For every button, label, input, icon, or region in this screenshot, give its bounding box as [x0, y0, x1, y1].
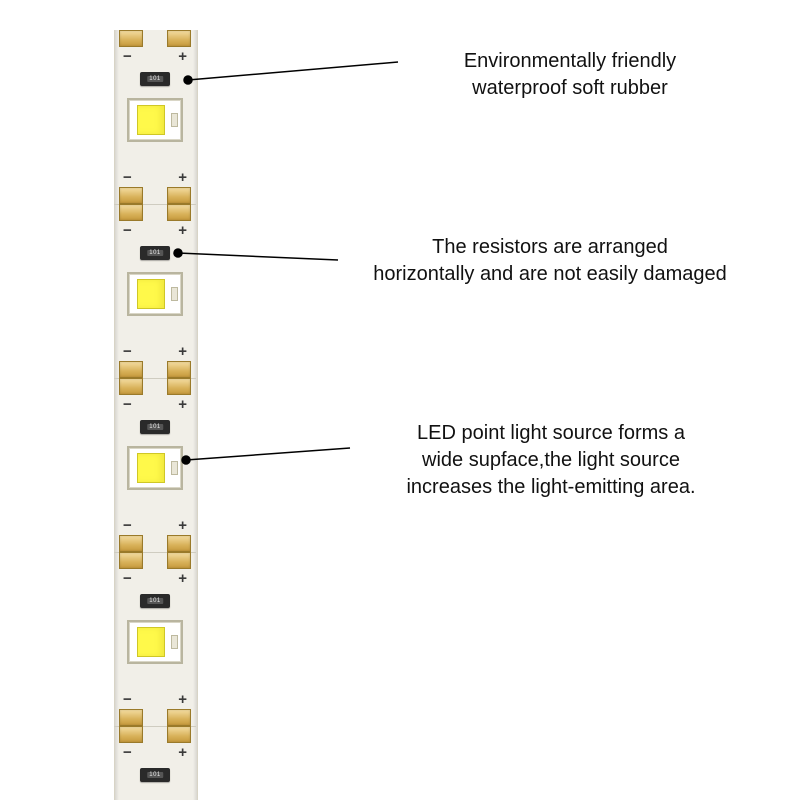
- led-die: [137, 105, 165, 135]
- polarity-plus: +: [178, 396, 187, 413]
- smd-resistor: 101: [140, 246, 170, 260]
- callout-text: waterproof soft rubber: [472, 77, 668, 99]
- callout-text: increases the light-emitting area.: [406, 476, 695, 498]
- callout-resistor: The resistors are arranged horizontally …: [320, 234, 780, 288]
- solder-pad: [167, 726, 191, 743]
- smd-led: [127, 446, 183, 490]
- solder-pad: [119, 709, 143, 726]
- polarity-minus: −: [123, 396, 132, 413]
- strip-segment: − + 101: [114, 726, 196, 800]
- smd-led: [127, 272, 183, 316]
- polarity-plus: +: [178, 570, 187, 587]
- resistor-code: 101: [147, 772, 163, 778]
- polarity-plus: +: [178, 691, 187, 708]
- callout-text: Environmentally friendly: [464, 50, 676, 72]
- solder-pad: [119, 204, 143, 221]
- solder-pad: [167, 361, 191, 378]
- resistor-code: 101: [147, 250, 163, 256]
- solder-pad: [167, 30, 191, 47]
- led-notch: [171, 287, 178, 301]
- resistor-code: 101: [147, 598, 163, 604]
- polarity-plus: +: [178, 222, 187, 239]
- polarity-minus: −: [123, 517, 132, 534]
- solder-pad: [119, 378, 143, 395]
- solder-pad: [167, 709, 191, 726]
- callout-text: LED point light source forms a: [417, 422, 685, 444]
- polarity-minus: −: [123, 744, 132, 761]
- solder-pad: [167, 378, 191, 395]
- solder-pad: [119, 552, 143, 569]
- solder-pad: [119, 535, 143, 552]
- led-die: [137, 627, 165, 657]
- resistor-code: 101: [147, 76, 163, 82]
- solder-pad: [119, 30, 143, 47]
- strip-segment: − + 101 − +: [114, 204, 196, 378]
- led-notch: [171, 461, 178, 475]
- smd-resistor: 101: [140, 72, 170, 86]
- smd-led: [127, 620, 183, 664]
- smd-resistor: 101: [140, 594, 170, 608]
- polarity-plus: +: [178, 343, 187, 360]
- polarity-minus: −: [123, 222, 132, 239]
- solder-pad: [167, 552, 191, 569]
- polarity-minus: −: [123, 570, 132, 587]
- callout-text: horizontally and are not easily damaged: [373, 263, 727, 285]
- callout-rubber: Environmentally friendly waterproof soft…: [380, 48, 760, 102]
- resistor-code: 101: [147, 424, 163, 430]
- led-notch: [171, 635, 178, 649]
- smd-resistor: 101: [140, 420, 170, 434]
- solder-pad: [119, 726, 143, 743]
- polarity-minus: −: [123, 48, 132, 65]
- polarity-minus: −: [123, 169, 132, 186]
- solder-pad: [167, 535, 191, 552]
- solder-pad: [167, 204, 191, 221]
- polarity-plus: +: [178, 169, 187, 186]
- solder-pad: [167, 187, 191, 204]
- smd-led: [127, 98, 183, 142]
- polarity-plus: +: [178, 744, 187, 761]
- strip-segment: − + 101 − +: [114, 552, 196, 726]
- solder-pad: [119, 361, 143, 378]
- callout-text: wide supface,the light source: [422, 449, 680, 471]
- polarity-minus: −: [123, 343, 132, 360]
- polarity-plus: +: [178, 517, 187, 534]
- solder-pad: [119, 187, 143, 204]
- callout-text: The resistors are arranged: [432, 236, 668, 258]
- led-die: [137, 279, 165, 309]
- strip-segment: − + 101 − +: [114, 30, 196, 204]
- callout-led: LED point light source forms a wide supf…: [336, 420, 766, 501]
- smd-resistor: 101: [140, 768, 170, 782]
- led-notch: [171, 113, 178, 127]
- polarity-plus: +: [178, 48, 187, 65]
- strip-segment: − + 101 − +: [114, 378, 196, 552]
- led-die: [137, 453, 165, 483]
- polarity-minus: −: [123, 691, 132, 708]
